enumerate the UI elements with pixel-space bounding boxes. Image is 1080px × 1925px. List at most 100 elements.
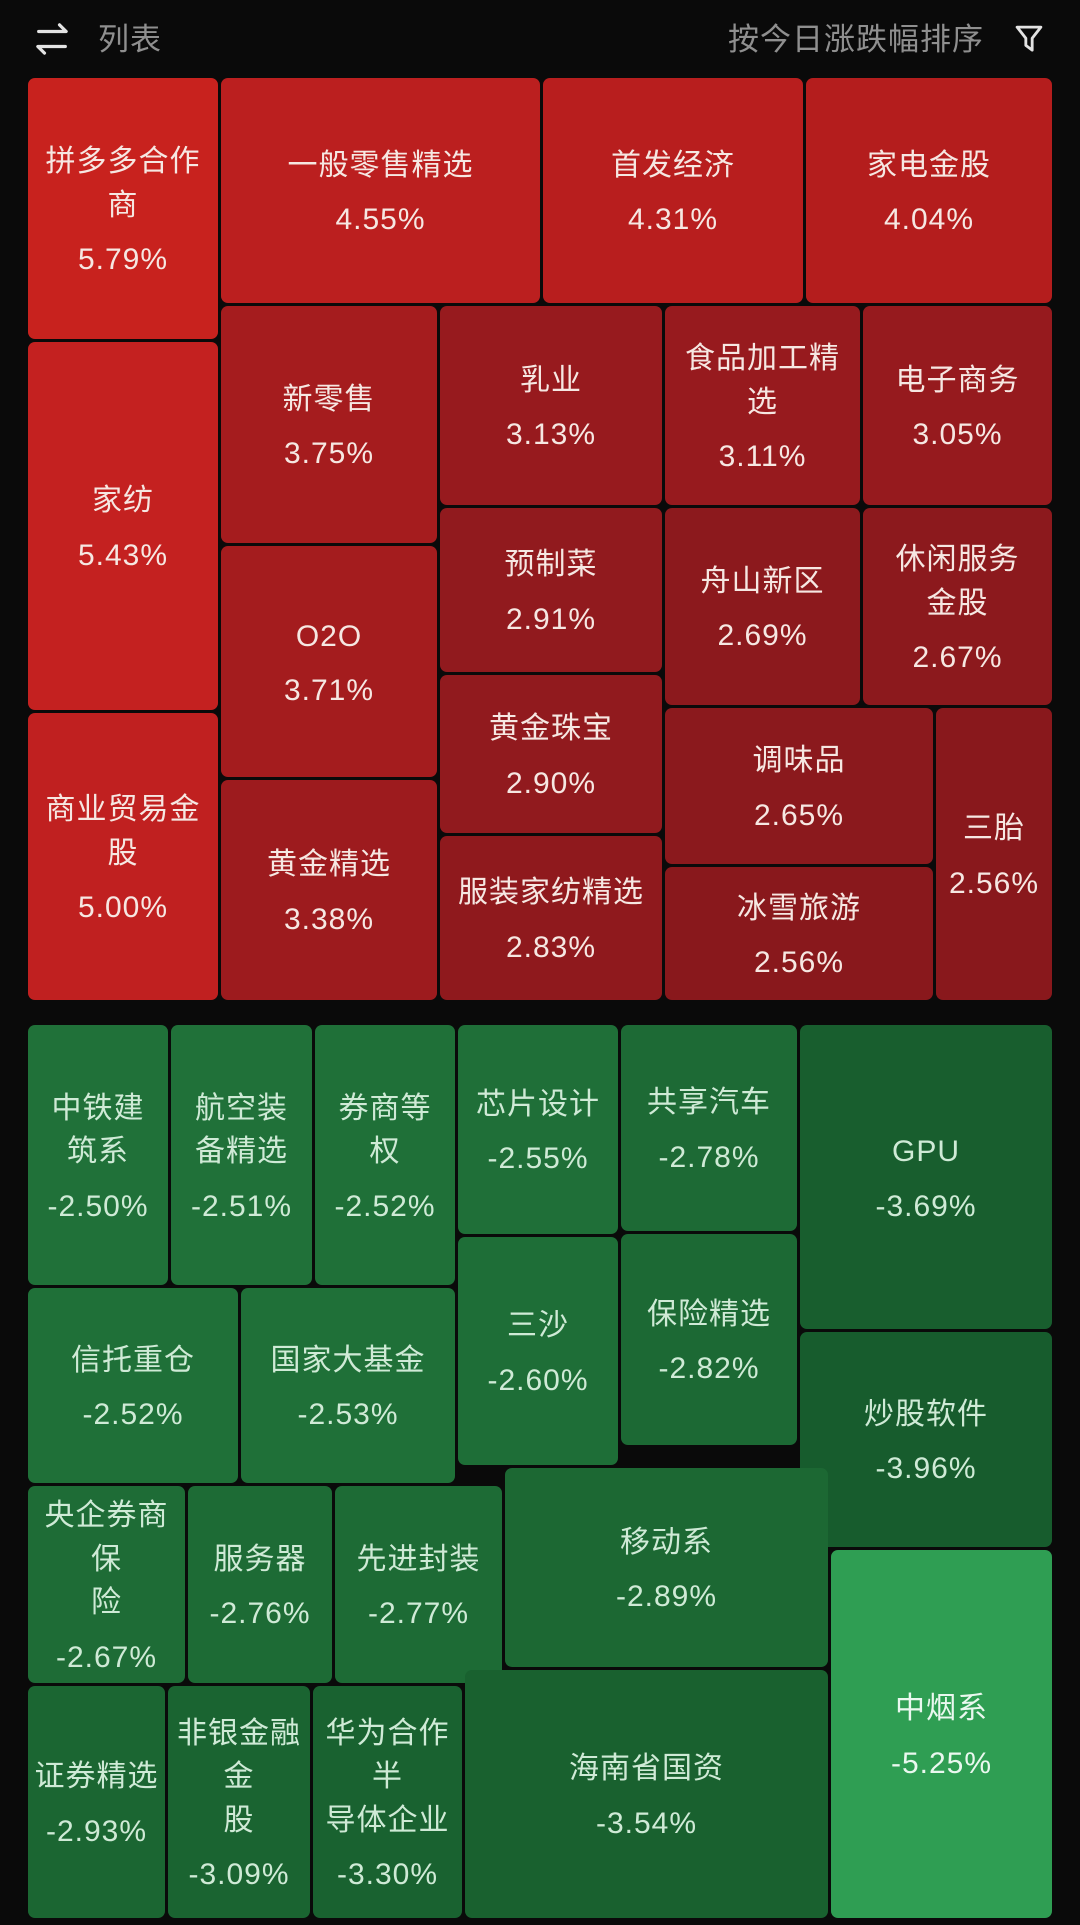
sector-change: 2.67% <box>912 641 1003 674</box>
sector-name: 预制菜 <box>504 548 598 582</box>
sector-treemap: 拼多多合作商 5.79% 家纺 5.43% 商业贸易金股 5.00% 一般零售精选 4.55%… <box>28 78 1052 1918</box>
treemap-cell[interactable]: 共享汽车 -2.78% <box>621 1025 797 1231</box>
treemap-cell[interactable]: 休闲服务 金股 2.67% <box>863 508 1052 705</box>
sector-name: 黄金珠宝 <box>489 712 613 746</box>
treemap-cell[interactable]: 信托重仓 -2.52% <box>28 1288 238 1483</box>
sector-name: 三沙 <box>507 1309 569 1343</box>
sector-change: 2.65% <box>753 798 845 832</box>
treemap-cell[interactable]: 一般零售精选 4.55% <box>221 78 540 303</box>
treemap-cell[interactable]: GPU -3.69% <box>800 1025 1052 1329</box>
sector-name: 食品加工精 选 <box>685 342 840 419</box>
treemap-cell[interactable]: 芯片设计 -2.55% <box>458 1025 618 1234</box>
treemap-cell[interactable]: 冰雪旅游 2.56% <box>665 867 933 1000</box>
sector-change: -3.09% <box>188 1858 290 1892</box>
treemap-cell[interactable]: 电子商务 3.05% <box>863 306 1052 505</box>
sector-name: 服务器 <box>213 1542 307 1576</box>
treemap-cell[interactable]: 黄金精选 3.38% <box>221 780 437 1000</box>
treemap-cell[interactable]: 中铁建 筑系 -2.50% <box>28 1025 168 1285</box>
treemap-cell[interactable]: 非银金融金 股 -3.09% <box>168 1686 310 1918</box>
sector-name: 央企券商保 险 <box>44 1499 169 1620</box>
sort-control[interactable]: 按今日涨跌幅排序 <box>728 20 1048 58</box>
sector-name: 保险精选 <box>647 1297 771 1331</box>
sector-change: 5.00% <box>77 891 169 924</box>
toolbar: 列表 按今日涨跌幅排序 <box>0 0 1080 78</box>
treemap-cell[interactable]: 黄金珠宝 2.90% <box>440 675 662 833</box>
sector-name: 华为合作半 导体企业 <box>325 1716 450 1837</box>
sector-change: 2.69% <box>717 619 808 653</box>
treemap-cell[interactable]: 新零售 3.75% <box>221 306 437 543</box>
sector-change: 5.79% <box>77 243 169 276</box>
sector-change: -3.69% <box>875 1189 977 1223</box>
sector-change: -3.96% <box>875 1452 977 1486</box>
sector-change: 2.56% <box>948 866 1040 900</box>
treemap-cell[interactable]: 三胎 2.56% <box>936 708 1052 1000</box>
sector-change: -3.30% <box>336 1858 439 1892</box>
sector-change: 3.11% <box>718 440 807 473</box>
treemap-cell[interactable]: 服务器 -2.76% <box>188 1486 332 1683</box>
treemap-cell[interactable]: 移动系 -2.89% <box>505 1468 828 1667</box>
treemap-cell[interactable]: 三沙 -2.60% <box>458 1237 618 1465</box>
treemap-cell[interactable]: 保险精选 -2.82% <box>621 1234 797 1445</box>
sector-name: 国家大基金 <box>270 1343 426 1377</box>
sector-change: -2.52% <box>334 1189 436 1223</box>
treemap-cell[interactable]: 华为合作半 导体企业 -3.30% <box>313 1686 462 1918</box>
sector-change: -2.82% <box>658 1352 760 1386</box>
treemap-cell[interactable]: 商业贸易金股 5.00% <box>28 713 218 1000</box>
treemap-cell[interactable]: 央企券商保 险 -2.67% <box>28 1486 185 1683</box>
treemap-cell[interactable]: 先进封装 -2.77% <box>335 1486 502 1683</box>
sector-name: 一般零售精选 <box>287 148 474 182</box>
sector-name: 休闲服务 金股 <box>895 543 1020 620</box>
treemap-cell[interactable]: 海南省国资 -3.54% <box>465 1670 828 1918</box>
treemap-cell[interactable]: 拼多多合作商 5.79% <box>28 78 218 339</box>
sector-name: 首发经济 <box>611 148 735 182</box>
treemap-cell[interactable]: 家纺 5.43% <box>28 342 218 710</box>
sector-name: 先进封装 <box>356 1542 481 1576</box>
sector-change: -2.76% <box>209 1597 311 1631</box>
sector-change: 3.13% <box>505 418 597 452</box>
sector-name: 商业贸易金股 <box>45 793 201 870</box>
sector-name: 新零售 <box>282 382 376 416</box>
treemap-cell[interactable]: 食品加工精 选 3.11% <box>665 306 860 505</box>
sector-name: 电子商务 <box>895 363 1020 397</box>
treemap-cell[interactable]: 炒股软件 -3.96% <box>800 1332 1052 1547</box>
sort-label: 按今日涨跌幅排序 <box>728 21 984 57</box>
treemap-cell[interactable]: 舟山新区 2.69% <box>665 508 860 705</box>
sector-name: 中铁建 筑系 <box>51 1091 145 1169</box>
treemap-cell[interactable]: 券商等 权 -2.52% <box>315 1025 455 1285</box>
treemap-cell[interactable]: 首发经济 4.31% <box>543 78 803 303</box>
sector-change: 5.43% <box>77 538 169 572</box>
treemap-cell[interactable]: 航空装 备精选 -2.51% <box>171 1025 312 1285</box>
treemap-cell[interactable]: 家电金股 4.04% <box>806 78 1052 303</box>
sector-change: -2.60% <box>487 1363 589 1397</box>
treemap-cell[interactable]: O2O 3.71% <box>221 546 437 777</box>
sector-change: -5.25% <box>890 1746 993 1780</box>
sector-name: 乳业 <box>520 363 582 397</box>
sector-name: GPU <box>891 1135 960 1169</box>
sector-change: -2.89% <box>615 1580 718 1614</box>
sector-change: 2.91% <box>505 602 597 636</box>
sector-change: -2.52% <box>82 1398 184 1432</box>
sector-name: 信托重仓 <box>71 1343 195 1377</box>
treemap-cell[interactable]: 证券精选 -2.93% <box>28 1686 165 1918</box>
sector-change: -2.55% <box>487 1142 589 1176</box>
treemap-cell[interactable]: 国家大基金 -2.53% <box>241 1288 455 1483</box>
sector-change: 2.83% <box>505 930 597 964</box>
treemap-cell[interactable]: 预制菜 2.91% <box>440 508 662 672</box>
sector-name: 海南省国资 <box>569 1752 724 1786</box>
sector-name: 航空装 备精选 <box>195 1091 288 1169</box>
sector-change: -2.93% <box>45 1814 148 1848</box>
sector-name: 移动系 <box>620 1525 713 1559</box>
treemap-cell[interactable]: 中烟系 -5.25% <box>831 1550 1052 1918</box>
view-toggle[interactable]: 列表 <box>32 19 162 59</box>
treemap-cell[interactable]: 服装家纺精选 2.83% <box>440 836 662 1000</box>
sector-name: 黄金精选 <box>267 848 391 882</box>
sector-name: 调味品 <box>752 744 846 778</box>
sector-name: 家电金股 <box>867 148 991 182</box>
sector-name: 冰雪旅游 <box>737 891 861 925</box>
treemap-cell[interactable]: 调味品 2.65% <box>665 708 933 864</box>
sector-change: 4.55% <box>335 203 426 237</box>
sector-change: -2.77% <box>367 1597 470 1631</box>
sector-name: 服装家纺精选 <box>458 876 644 910</box>
sector-name: O2O <box>295 619 363 653</box>
treemap-cell[interactable]: 乳业 3.13% <box>440 306 662 505</box>
